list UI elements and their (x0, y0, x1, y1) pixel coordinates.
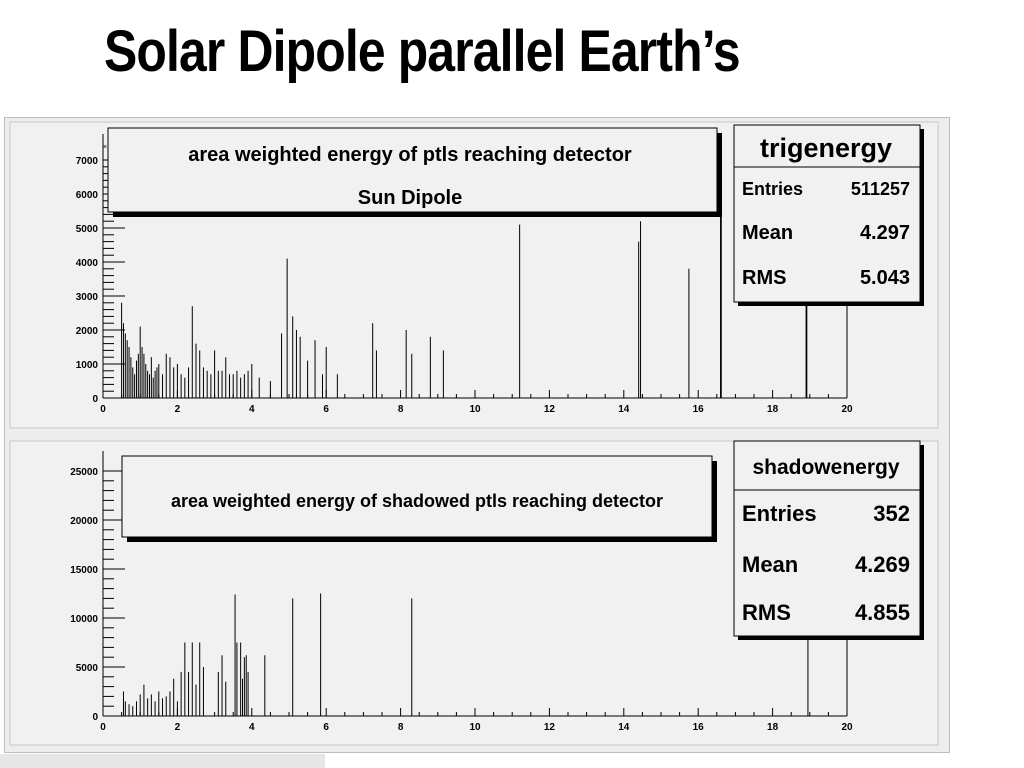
top-x-tick-label: 14 (618, 404, 630, 415)
top-stats-value-mean: 4.297 (860, 222, 910, 244)
top-x-tick-label: 0 (100, 404, 106, 415)
bottom-x-tick-label: 20 (841, 722, 853, 733)
bottom-stats-value-rms: 4.855 (855, 600, 910, 625)
top-chart-title: area weighted energy of ptls reaching de… (188, 144, 632, 166)
bottom-y-axis: 0 5000 10000 15000 20000 25000 (70, 467, 125, 723)
bottom-histogram-pad: 0 5000 10000 15000 20000 25000 0 2 4 6 8 10 12 14 16 1… (9, 440, 939, 746)
bottom-y-tick-label: 0 (92, 712, 98, 723)
bottom-stats-box: shadowenergy Entries 352 Mean 4.269 RMS … (733, 440, 924, 640)
top-x-tick-label: 10 (469, 404, 481, 415)
top-chart-subtitle: Sun Dipole (358, 187, 462, 209)
axis-multiplier-mark: × (103, 144, 107, 151)
top-x-tick-label: 4 (249, 404, 255, 415)
bottom-y-tick-label: 10000 (70, 614, 98, 625)
bottom-x-tick-label: 2 (175, 722, 181, 733)
bottom-x-tick-label: 10 (469, 722, 481, 733)
bottom-x-tick-label: 12 (544, 722, 556, 733)
bottom-y-tick-label: 5000 (76, 663, 99, 674)
top-x-tick-label: 16 (693, 404, 705, 415)
top-histogram-pad: × 0 1000 2000 3000 4000 5000 6000 7000 0 2 4 6 8 10 1… (9, 121, 939, 429)
bottom-stats-name: shadowenergy (752, 456, 899, 479)
slide-title: Solar Dipole parallel Earth’s (104, 19, 741, 84)
top-y-tick-label: 5000 (76, 224, 99, 235)
bottom-y-tick-label: 15000 (70, 565, 98, 576)
bottom-y-tick-label: 25000 (70, 467, 98, 478)
top-y-tick-label: 2000 (76, 326, 99, 337)
bottom-stats-label-entries: Entries (742, 501, 817, 526)
bottom-x-tick-label: 6 (323, 722, 329, 733)
bottom-x-tick-label: 0 (100, 722, 106, 733)
bottom-stats-value-mean: 4.269 (855, 552, 910, 577)
top-stats-box: trigenergy Entries 511257 Mean 4.297 RMS… (733, 124, 924, 306)
top-title-box: area weighted energy of ptls reaching de… (107, 127, 722, 217)
top-x-tick-label: 2 (175, 404, 181, 415)
bottom-chart-title: area weighted energy of shadowed ptls re… (171, 491, 663, 511)
top-stats-value-entries: 511257 (851, 179, 910, 199)
top-y-tick-label: 0 (92, 394, 98, 405)
bottom-x-tick-label: 8 (398, 722, 404, 733)
top-stats-name: trigenergy (760, 133, 892, 163)
footer-bar (0, 754, 325, 768)
top-y-tick-label: 7000 (76, 156, 99, 167)
top-y-tick-label: 3000 (76, 292, 99, 303)
top-x-tick-label: 8 (398, 404, 404, 415)
top-y-tick-label: 1000 (76, 360, 99, 371)
top-x-tick-label: 18 (767, 404, 779, 415)
top-y-tick-label: 6000 (76, 190, 99, 201)
bottom-title-box: area weighted energy of shadowed ptls re… (121, 455, 717, 542)
bottom-stats-label-rms: RMS (742, 600, 791, 625)
bottom-x-tick-label: 4 (249, 722, 255, 733)
top-stats-value-rms: 5.043 (860, 267, 910, 289)
top-x-tick-label: 12 (544, 404, 556, 415)
top-stats-label-mean: Mean (742, 222, 793, 244)
top-stats-label-entries: Entries (742, 179, 803, 199)
bottom-stats-value-entries: 352 (873, 501, 910, 526)
bottom-stats-label-mean: Mean (742, 552, 798, 577)
top-y-axis: 0 1000 2000 3000 4000 5000 6000 7000 (76, 156, 125, 405)
bottom-x-tick-label: 18 (767, 722, 779, 733)
top-x-tick-label: 6 (323, 404, 329, 415)
top-y-tick-label: 4000 (76, 258, 99, 269)
bottom-y-tick-label: 20000 (70, 516, 98, 527)
bottom-x-tick-label: 14 (618, 722, 630, 733)
bottom-x-tick-label: 16 (693, 722, 705, 733)
top-stats-label-rms: RMS (742, 267, 786, 289)
top-x-tick-label: 20 (841, 404, 853, 415)
